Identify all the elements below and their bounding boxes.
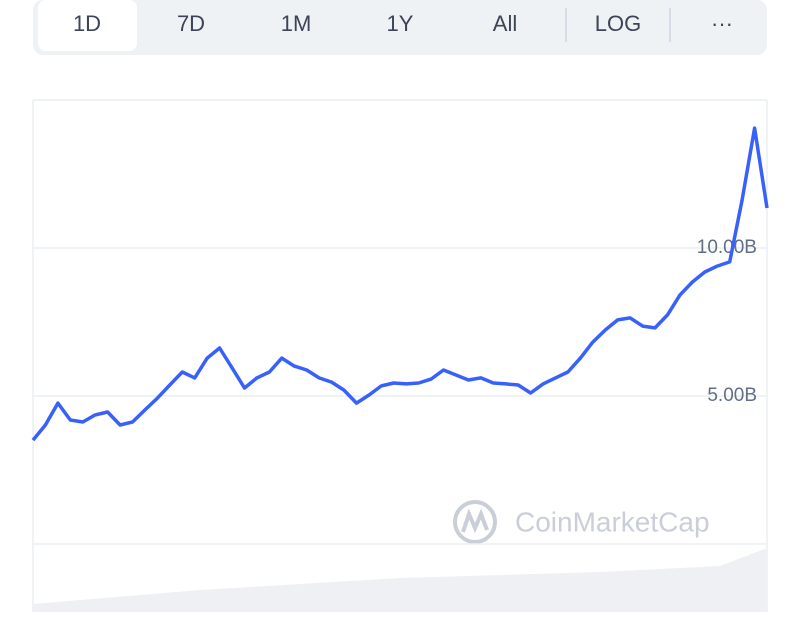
- tab[interactable]: All: [493, 11, 517, 36]
- tab[interactable]: 1Y: [387, 11, 414, 36]
- tab[interactable]: 1D: [73, 11, 101, 36]
- watermark: CoinMarketCap: [515, 506, 710, 537]
- y-tick-label: 5.00B: [707, 385, 757, 406]
- tab-bar: [33, 0, 767, 55]
- price-line: [31, 126, 769, 442]
- y-tick-label: 10.00B: [697, 237, 757, 258]
- volume-area: [33, 548, 767, 612]
- tab[interactable]: LOG: [595, 11, 641, 36]
- watermark-logo: [453, 500, 497, 544]
- tab[interactable]: ···: [711, 11, 733, 36]
- tab[interactable]: 1M: [281, 11, 312, 36]
- tab[interactable]: 7D: [177, 11, 205, 36]
- active-tab: [38, 0, 137, 51]
